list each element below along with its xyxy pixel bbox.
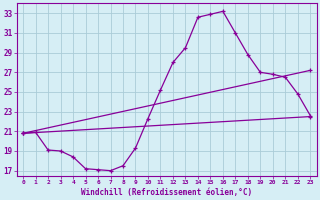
X-axis label: Windchill (Refroidissement éolien,°C): Windchill (Refroidissement éolien,°C) — [81, 188, 252, 197]
